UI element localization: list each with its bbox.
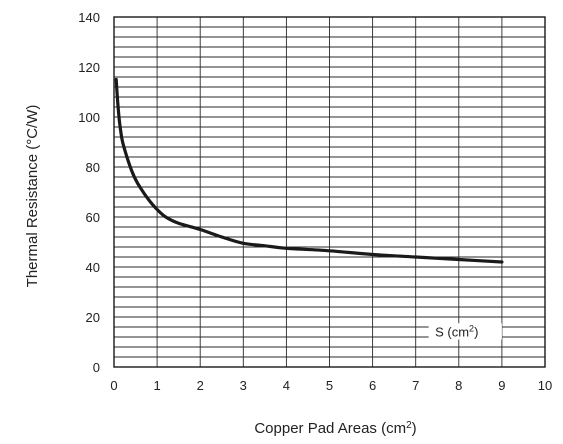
x-tick-label: 5 (326, 378, 333, 393)
x-tick-label: 8 (455, 378, 462, 393)
x-tick-label: 0 (110, 378, 117, 393)
plot-frame (113, 16, 546, 368)
x-tick-labels: 0 1 2 3 4 5 6 7 8 9 10 (110, 378, 552, 393)
y-tick-label: 120 (78, 60, 100, 75)
thermal-resistance-curve (114, 77, 504, 264)
y-tick-label: 80 (86, 160, 100, 175)
x-axis-title-tail: ) (412, 420, 417, 437)
y-tick-label: 40 (86, 260, 100, 275)
x-axis-title-sup: 2 (406, 420, 412, 431)
y-tick-labels: 0 20 40 60 80 100 120 140 (78, 10, 100, 375)
x-tick-label: 9 (498, 378, 505, 393)
annotation-main: S (cm (435, 325, 469, 340)
y-tick-label: 100 (78, 110, 100, 125)
annotation-tail: ) (474, 325, 478, 340)
x-tick-label: 7 (412, 378, 419, 393)
x-tick-label: 4 (283, 378, 290, 393)
x-tick-label: 1 (153, 378, 160, 393)
curve-layer (114, 77, 504, 264)
annotation-sup: 2 (469, 324, 474, 334)
x-tick-label: 6 (369, 378, 376, 393)
x-tick-label: 3 (240, 378, 247, 393)
y-axis-title: Thermal Resistance (°C/W) (24, 105, 41, 288)
series-annotation: S (cm2) (428, 323, 502, 340)
y-tick-label: 140 (78, 10, 100, 25)
grid-lines (114, 17, 545, 367)
y-tick-label: 20 (86, 310, 100, 325)
x-tick-label: 10 (538, 378, 552, 393)
x-tick-label: 2 (197, 378, 204, 393)
y-tick-label: 0 (93, 360, 100, 375)
x-axis-title-main: Copper Pad Areas (cm (254, 420, 406, 437)
y-tick-label: 60 (86, 210, 100, 225)
annotation-label: S (cm2) (435, 324, 478, 340)
annotation-box (428, 323, 502, 340)
x-axis-title: Copper Pad Areas (cm2) (254, 420, 416, 438)
